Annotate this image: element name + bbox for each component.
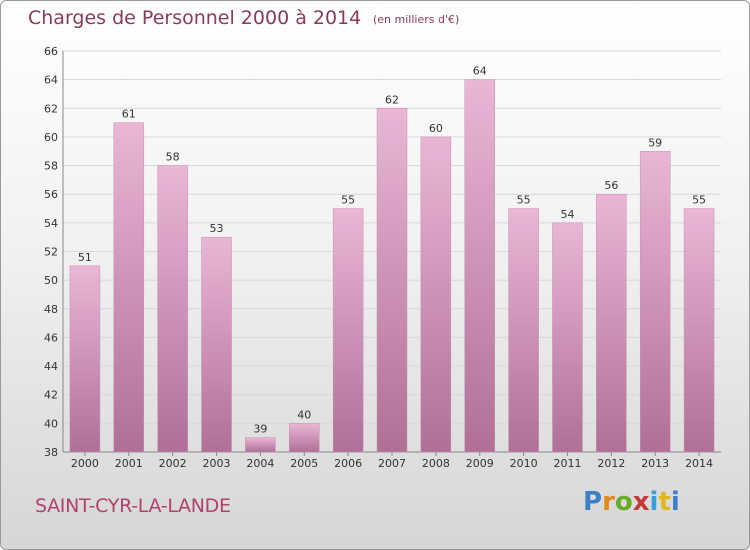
x-tick-label: 2009: [466, 457, 494, 470]
data-label: 51: [78, 251, 92, 264]
data-label: 54: [560, 208, 574, 221]
logo-letter: o: [614, 487, 633, 517]
bar: [113, 122, 145, 453]
data-label: 61: [122, 108, 136, 121]
data-label: 53: [210, 222, 224, 235]
place-name: SAINT-CYR-LA-LANDE: [35, 495, 231, 517]
bar: [420, 136, 452, 453]
x-tick-label: 2010: [510, 457, 538, 470]
logo-letter: i: [649, 487, 659, 517]
bar: [508, 208, 539, 453]
bar: [552, 222, 583, 453]
data-label: 58: [166, 151, 180, 164]
data-labels: 51 61 58 53 39 40 55 62 60 64 55 54 56 59 55: [78, 65, 706, 436]
y-tick-label: 58: [44, 160, 58, 173]
y-tick-label: 42: [44, 389, 58, 402]
x-tick-label: 2000: [71, 457, 99, 470]
bar: [596, 193, 627, 453]
y-tick-label: 64: [44, 74, 58, 87]
y-tick-label: 50: [44, 274, 58, 287]
x-tick-label: 2013: [641, 457, 669, 470]
y-tick-label: 56: [44, 188, 58, 201]
y-tick-label: 46: [44, 331, 58, 344]
bar: [289, 423, 320, 453]
bar: [683, 208, 715, 453]
chart-title: Charges de Personnel 2000 à 2014: [28, 7, 362, 29]
x-tick-label: 2001: [115, 457, 143, 470]
bar: [464, 79, 495, 453]
logo-letter: t: [658, 487, 671, 517]
proxiti-logo: Proxiti: [583, 487, 680, 517]
x-tick-label: 2011: [553, 457, 581, 470]
bar: [376, 108, 408, 453]
bar: [157, 165, 188, 453]
chart-unit: (en milliers d'€): [373, 13, 460, 26]
bar: [639, 151, 671, 453]
bar: [69, 265, 101, 453]
bar: [245, 437, 276, 453]
data-label: 60: [429, 122, 443, 135]
y-tick-label: 40: [44, 417, 58, 430]
bars: [69, 79, 715, 453]
x-tick-label: 2004: [246, 457, 274, 470]
y-tick-label: 48: [44, 303, 58, 316]
data-label: 59: [648, 136, 662, 149]
data-label: 55: [517, 194, 531, 207]
data-label: 55: [692, 194, 706, 207]
logo-letter: P: [583, 487, 603, 517]
y-tick-label: 38: [44, 446, 58, 459]
logo-letter: i: [670, 487, 680, 517]
y-tick-label: 44: [44, 360, 58, 373]
x-tick-label: 2006: [334, 457, 362, 470]
y-tick-label: 52: [44, 246, 58, 259]
x-tick-labels: 2000 2001 2002 2003 2004 2005 2006 2007 2008 2009…: [71, 457, 713, 470]
y-tick-label: 54: [44, 217, 58, 230]
x-tick-label: 2003: [203, 457, 231, 470]
x-tick-label: 2008: [422, 457, 450, 470]
x-tick-label: 2014: [685, 457, 713, 470]
bar: [332, 208, 364, 453]
y-tick-label: 62: [44, 102, 58, 115]
x-tick-label: 2012: [597, 457, 625, 470]
logo-letter: x: [632, 487, 650, 517]
data-label: 62: [385, 93, 399, 106]
data-label: 64: [473, 65, 487, 78]
data-label: 40: [297, 408, 311, 421]
data-label: 39: [253, 423, 267, 436]
logo-letter: r: [602, 487, 615, 517]
data-label: 55: [341, 194, 355, 207]
y-tick-labels: 38 40 42 44 46 48 50 52 54 56 58 60 62 64 66: [44, 45, 58, 459]
data-label: 56: [604, 179, 618, 192]
x-tick-label: 2005: [290, 457, 318, 470]
x-tick-label: 2007: [378, 457, 406, 470]
x-tick-label: 2002: [159, 457, 187, 470]
y-tick-label: 66: [44, 45, 58, 58]
bar: [201, 236, 232, 453]
y-tick-label: 60: [44, 131, 58, 144]
